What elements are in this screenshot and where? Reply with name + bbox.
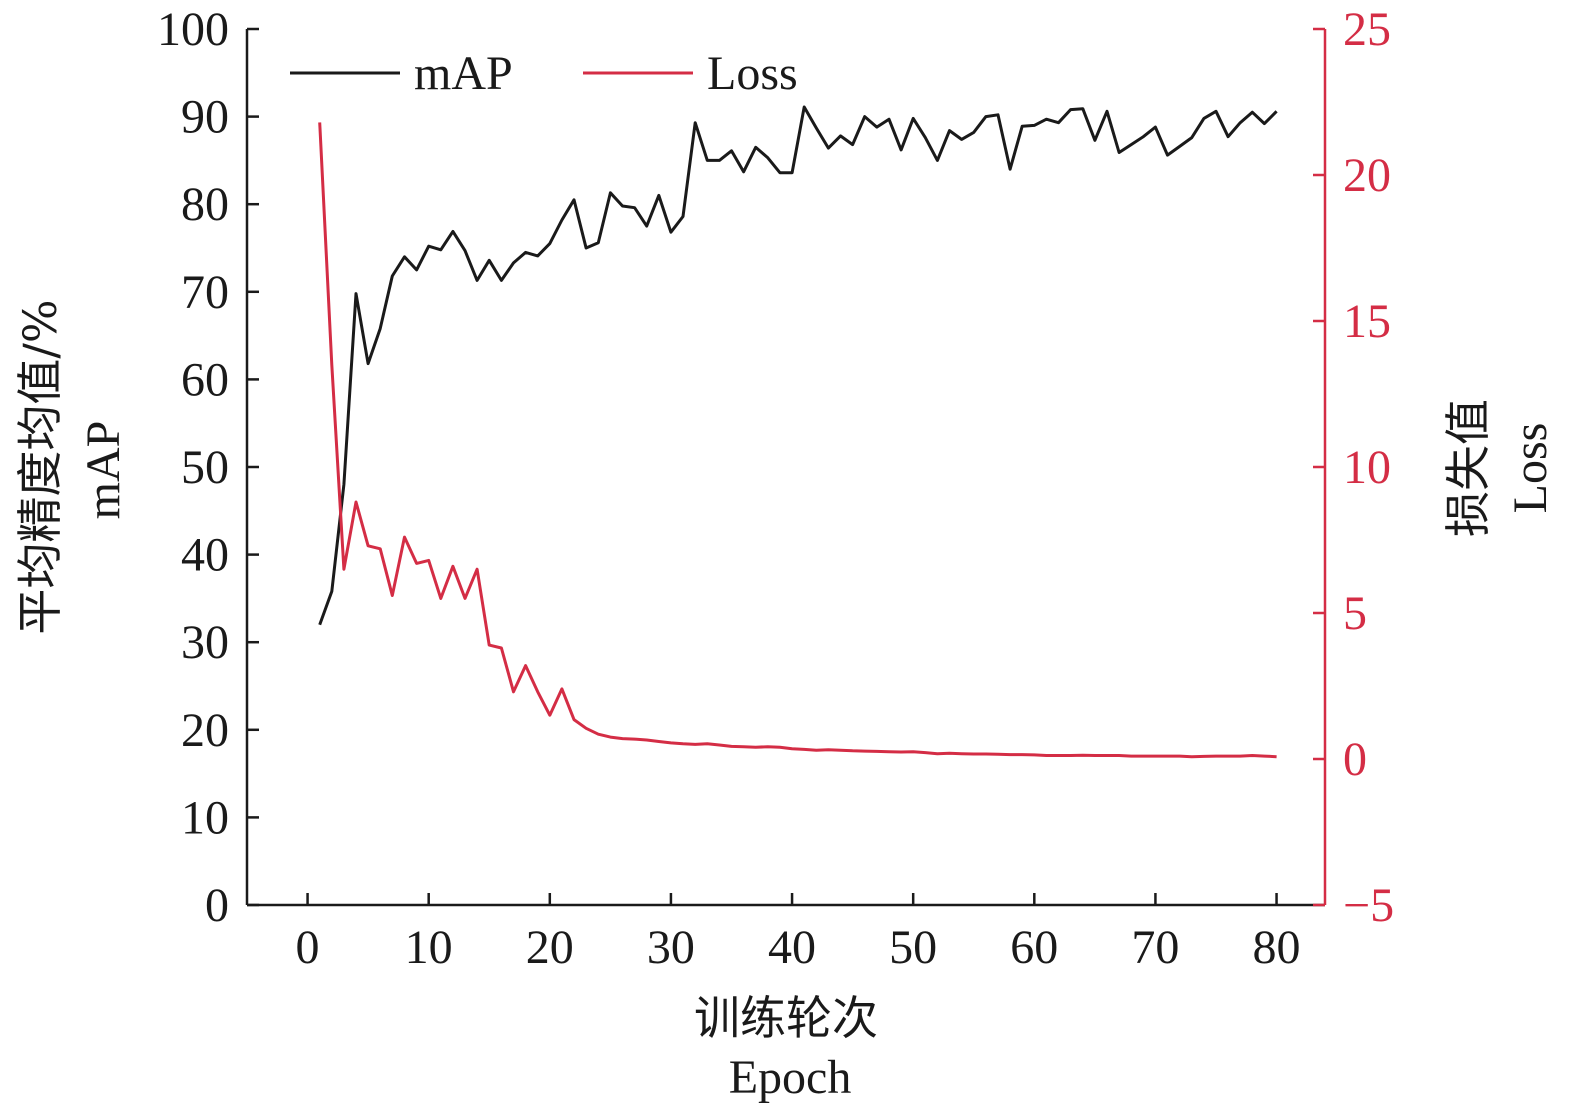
x-axis-ticks: 0 10 20 30 40 50 60 70 80 (296, 893, 1301, 974)
right-tick-label: 10 (1343, 441, 1391, 494)
x-tick-label: 10 (405, 921, 453, 974)
right-tick-label: 15 (1343, 295, 1391, 348)
x-tick-label: 60 (1010, 921, 1058, 974)
left-tick-label: 20 (181, 704, 229, 757)
left-tick-label: 0 (205, 879, 229, 932)
map-series-line (318, 105, 1278, 626)
left-tick-label: 40 (181, 529, 229, 582)
left-tick-label: 60 (181, 353, 229, 406)
right-axis-title-en: Loss (1504, 423, 1557, 514)
x-tick-label: 20 (526, 921, 574, 974)
legend-loss-label: Loss (707, 47, 798, 100)
left-axis-ticks: 0 10 20 30 40 50 60 70 80 90 100 (157, 3, 259, 932)
left-tick-label: 90 (181, 91, 229, 144)
left-tick-label: 50 (181, 441, 229, 494)
x-axis-title: 训练轮次 (694, 991, 878, 1045)
right-tick-label: 25 (1343, 3, 1391, 56)
legend-map-label: mAP (414, 47, 513, 100)
right-axis-title: 损失值 (1441, 399, 1495, 537)
right-tick-label: −5 (1343, 879, 1394, 932)
right-tick-label: 20 (1343, 149, 1391, 202)
right-tick-label: 5 (1343, 587, 1367, 640)
left-tick-label: 10 (181, 791, 229, 844)
left-axis-title-en: mAP (77, 421, 130, 520)
legend: mAP Loss (290, 47, 798, 100)
right-axis-ticks: 25 20 15 10 5 0 −5 (1313, 3, 1394, 932)
left-tick-label: 100 (157, 3, 229, 56)
x-tick-label: 0 (296, 921, 320, 974)
loss-series-line (318, 122, 1277, 759)
left-tick-label: 30 (181, 616, 229, 669)
x-axis-title-en: Epoch (729, 1051, 852, 1104)
x-tick-label: 30 (647, 921, 695, 974)
left-tick-label: 70 (181, 266, 229, 319)
left-tick-label: 80 (181, 178, 229, 231)
x-tick-label: 80 (1253, 921, 1301, 974)
x-tick-label: 50 (889, 921, 937, 974)
left-axis-title: 平均精度均值/% (13, 299, 67, 634)
right-tick-label: 0 (1343, 733, 1367, 786)
x-tick-label: 40 (768, 921, 816, 974)
x-tick-label: 70 (1131, 921, 1179, 974)
